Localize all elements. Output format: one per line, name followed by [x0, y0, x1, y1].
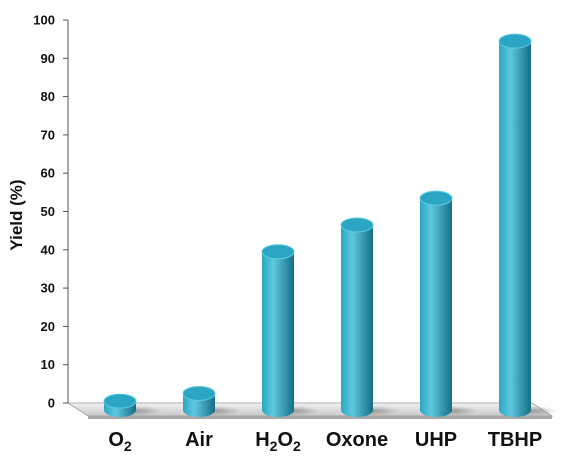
bar-top	[182, 386, 216, 402]
x-tick-label: UHP	[415, 429, 457, 451]
bar-o2	[103, 393, 162, 417]
y-tick-label: 80	[41, 89, 55, 104]
x-tick-label: O2	[108, 429, 132, 454]
y-tick-label: 70	[41, 127, 55, 142]
bar-tbhp	[498, 33, 557, 418]
bar-top	[498, 33, 532, 49]
bar-top	[419, 190, 453, 206]
y-tick-label: 40	[41, 242, 55, 257]
chart-floor-edge	[88, 416, 552, 419]
bar-body	[420, 198, 452, 417]
y-tick-label: 100	[33, 13, 55, 28]
bar-body	[499, 41, 531, 418]
y-tick-label: 10	[41, 357, 55, 372]
bar-air	[182, 386, 241, 417]
bar-oxone	[340, 217, 399, 417]
bar-top	[340, 217, 374, 233]
x-tick-label: TBHP	[488, 429, 542, 451]
x-tick-label: H2O2	[255, 429, 301, 454]
y-tick-label: 90	[41, 51, 55, 66]
y-axis-label: Yield (%)	[7, 179, 26, 250]
x-tick-label: Air	[185, 429, 213, 451]
bar-h2o2	[261, 244, 320, 417]
bar-body	[341, 224, 373, 417]
y-tick-label: 30	[41, 281, 55, 296]
bar-top	[261, 244, 295, 260]
bar-body	[262, 251, 294, 417]
y-tick-label: 0	[48, 396, 55, 411]
y-tick-label: 60	[41, 166, 55, 181]
bar-uhp	[419, 190, 478, 417]
y-tick-label: 50	[41, 204, 55, 219]
x-tick-label: Oxone	[326, 429, 388, 451]
bar-top	[103, 393, 137, 409]
y-tick-label: 20	[41, 319, 55, 334]
